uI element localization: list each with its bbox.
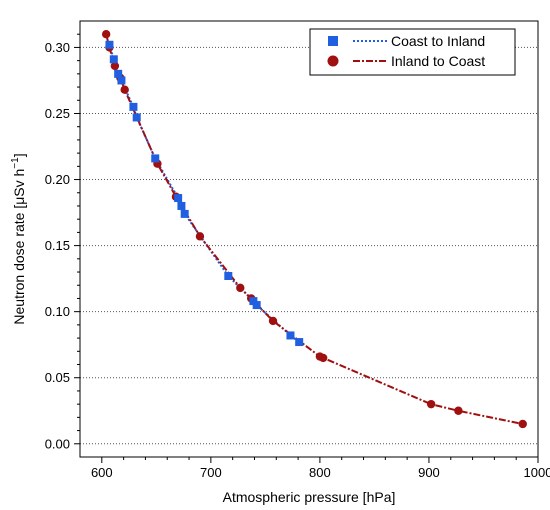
point-coast-to-inland-8 [177,201,186,210]
point-coast-to-inland-13 [286,331,295,340]
point-inland-to-coast-13 [426,399,436,409]
y-axis-title-sup: −1 [10,157,21,169]
grid-lines [80,46,538,445]
point-coast-to-inland-6 [151,154,160,163]
point-coast-to-inland-3 [117,76,126,85]
x-axis-title: Atmospheric pressure [hPa] [223,489,396,505]
x-tick-label-2: 800 [309,465,331,480]
x-tick-label-4: 1000 [524,465,550,480]
point-inland-to-coast-12 [318,353,328,363]
x-tick-label-0: 600 [91,465,113,480]
point-inland-to-coast-15 [518,419,527,429]
legend-marker-inland-to-coast [327,55,339,67]
point-coast-to-inland-12 [252,301,261,310]
legend-marker-coast-to-inland [328,36,338,46]
axis-ticks: 0.00 0.05 0.10 0.15 0.20 0.25 0.30 600 700 800 900… [45,33,550,480]
y-axis-title: Neutron dose rate [μSv h−1] [10,153,27,324]
point-inland-to-coast-7 [195,232,205,241]
series-line-0 [108,44,300,343]
point-coast-to-inland-5 [132,113,141,122]
point-inland-to-coast-2 [110,61,120,71]
plot-frame [79,20,539,458]
point-coast-to-inland-1 [109,55,118,64]
y-tick-label-1: 0.05 [45,370,70,385]
y-tick-label-3: 0.15 [45,238,70,253]
y-axis-title-main: Neutron dose rate [μSv h [11,169,27,325]
y-tick-label-0: 0.00 [45,436,70,451]
point-coast-to-inland-2 [114,69,123,78]
point-coast-to-inland-7 [174,194,183,203]
legend-box [309,28,516,76]
y-tick-label-6: 0.30 [45,40,70,55]
point-inland-to-coast-8 [236,283,245,293]
point-inland-to-coast-14 [454,406,463,415]
series-line-1 [105,33,523,425]
y-tick-label-4: 0.20 [45,172,70,187]
x-tick-label-3: 900 [418,465,440,480]
point-inland-to-coast-10 [268,316,278,326]
legend-label-coast-to-inland: Coast to Inland [391,33,485,49]
legend-label-inland-to-coast: Inland to Coast [391,53,485,69]
point-inland-to-coast-4 [120,85,129,94]
point-inland-to-coast-0 [101,30,111,39]
point-coast-to-inland-0 [105,40,114,49]
y-tick-label-2: 0.10 [45,304,70,319]
point-coast-to-inland-14 [295,338,304,347]
y-tick-label-5: 0.25 [45,106,70,121]
point-coast-to-inland-10 [224,271,233,280]
x-tick-label-1: 700 [200,465,222,480]
fit-curves [105,33,523,425]
y-axis-title-end: ] [11,153,27,157]
point-coast-to-inland-9 [180,209,189,218]
point-coast-to-inland-4 [129,102,138,111]
data-points [101,30,527,429]
legend: Coast to Inland Inland to Coast [309,28,516,76]
